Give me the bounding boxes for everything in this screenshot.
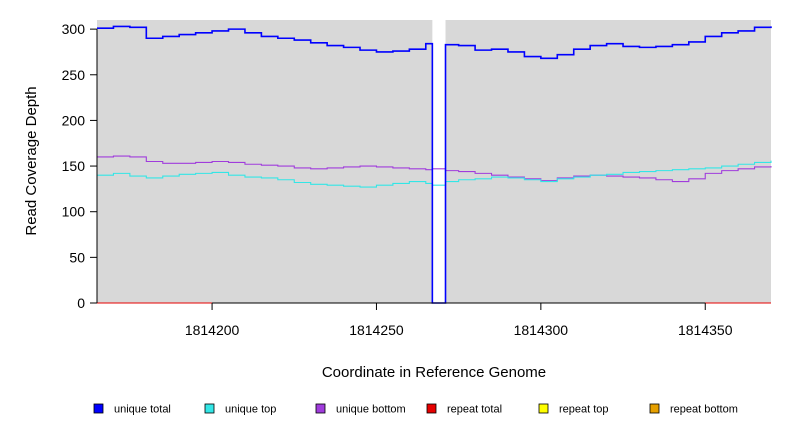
legend-swatch (538, 403, 549, 414)
x-axis-title: Coordinate in Reference Genome (322, 364, 546, 381)
legend: unique total unique top unique bottom repea… (93, 403, 738, 416)
legend-item: unique total (93, 403, 171, 416)
x-axis: 1814200 1814250 1814300 1814350 (185, 302, 733, 338)
y-tick-label: 150 (62, 158, 86, 174)
y-tick-label: 0 (77, 295, 85, 311)
series-line (97, 155, 772, 183)
legend-label: repeat bottom (670, 404, 738, 416)
x-tick-label: 1814300 (514, 322, 569, 338)
legend-label: unique total (114, 404, 171, 416)
series-line (97, 25, 772, 304)
legend-item: repeat total (426, 403, 502, 416)
legend-item: unique top (204, 403, 276, 416)
legend-label: repeat top (559, 404, 609, 416)
legend-swatch (93, 403, 104, 414)
legend-item: repeat bottom (649, 403, 738, 416)
legend-swatch (315, 403, 326, 414)
legend-item: repeat top (538, 403, 609, 416)
y-tick-label: 200 (62, 112, 86, 128)
y-tick-label: 300 (62, 21, 86, 37)
series-unique-total (97, 25, 772, 304)
legend-label: unique top (225, 404, 276, 416)
legend-item: unique bottom (315, 403, 406, 416)
x-tick-label: 1814250 (349, 322, 404, 338)
x-tick-label: 1814350 (678, 322, 733, 338)
y-axis: 0 50 100 150 200 250 300 (62, 21, 98, 311)
legend-label: repeat total (447, 404, 502, 416)
legend-swatch (649, 403, 660, 414)
x-tick-label: 1814200 (185, 322, 240, 338)
y-tick-label: 100 (62, 204, 86, 220)
gap-band (432, 20, 446, 303)
coverage-gap (432, 20, 446, 303)
legend-swatch (426, 403, 437, 414)
y-tick-label: 50 (69, 249, 85, 265)
legend-label: unique bottom (336, 404, 406, 416)
legend-swatch (204, 403, 215, 414)
y-tick-label: 250 (62, 67, 86, 83)
series-unique-bottom (97, 155, 772, 183)
y-axis-title: Read Coverage Depth (23, 86, 40, 235)
